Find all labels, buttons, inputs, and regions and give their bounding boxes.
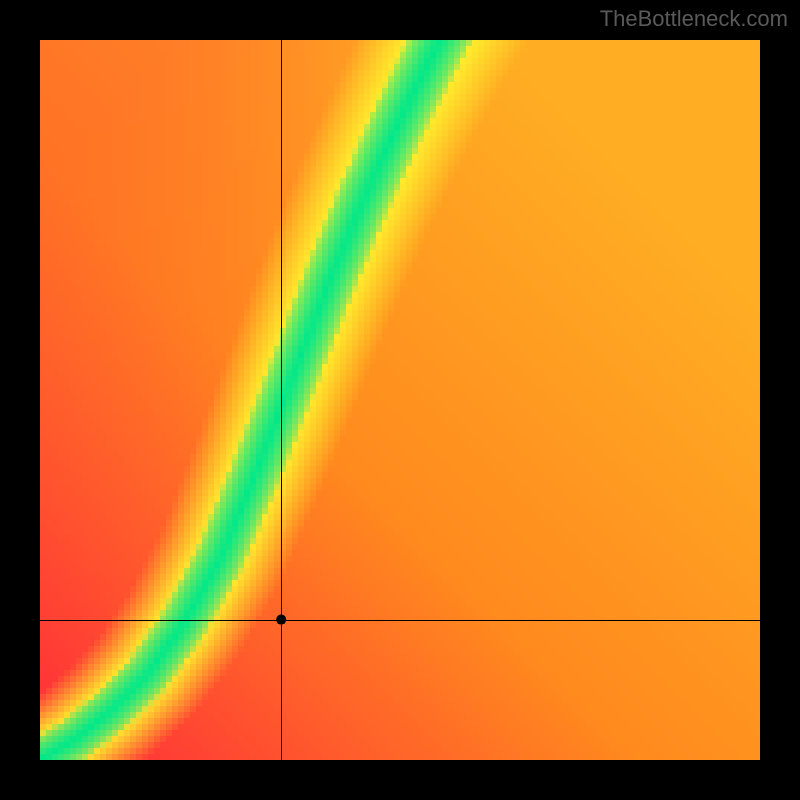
attribution-text: TheBottleneck.com bbox=[600, 6, 788, 32]
crosshair-overlay bbox=[40, 40, 760, 760]
chart-container: TheBottleneck.com bbox=[0, 0, 800, 800]
plot-area bbox=[40, 40, 760, 760]
